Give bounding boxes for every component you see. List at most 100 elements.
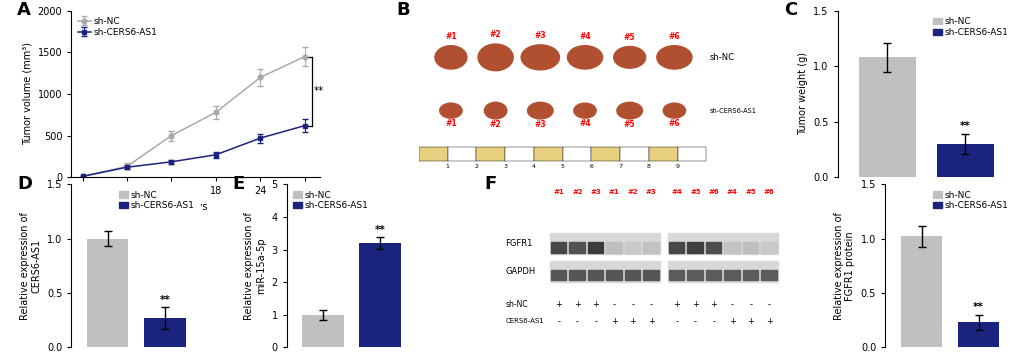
Ellipse shape [439, 103, 462, 118]
Text: #6: #6 [708, 189, 718, 195]
Text: #1: #1 [608, 189, 620, 195]
Text: -: - [631, 300, 634, 309]
Bar [687, 270, 702, 280]
Text: +: + [647, 317, 654, 326]
Text: #5: #5 [624, 33, 635, 42]
Text: +: + [629, 317, 636, 326]
Legend: sh-NC, sh-CERS6-AS1: sh-NC, sh-CERS6-AS1 [930, 15, 1010, 39]
Bar [677, 147, 705, 160]
Text: E: E [232, 175, 245, 193]
Bar [900, 237, 942, 347]
Text: #6: #6 [667, 32, 680, 41]
Bar [562, 147, 591, 160]
Text: **: ** [314, 86, 324, 96]
Text: -: - [749, 300, 751, 309]
Bar [643, 242, 658, 253]
Text: 7: 7 [618, 164, 622, 169]
Bar [742, 270, 757, 280]
Text: FGFR1: FGFR1 [504, 240, 532, 248]
Bar [605, 270, 622, 280]
Text: -: - [730, 300, 733, 309]
Bar [858, 57, 915, 177]
Text: -: - [711, 317, 714, 326]
Text: 9: 9 [675, 164, 679, 169]
Bar [549, 261, 659, 282]
Text: #6: #6 [667, 120, 680, 129]
Text: +: + [729, 317, 735, 326]
Ellipse shape [662, 103, 685, 118]
Bar [549, 233, 659, 255]
Ellipse shape [656, 46, 691, 69]
Legend: sh-NC, sh-CERS6-AS1: sh-NC, sh-CERS6-AS1 [291, 189, 370, 212]
Y-axis label: Relative expression of
miR-15a-5p: Relative expression of miR-15a-5p [245, 212, 266, 320]
X-axis label: Days: Days [183, 202, 208, 212]
Text: **: ** [159, 295, 170, 305]
Bar [760, 242, 775, 253]
Bar [302, 315, 343, 347]
Text: sh-NC: sh-NC [709, 53, 734, 62]
Text: +: + [691, 300, 698, 309]
Bar [742, 242, 757, 253]
Legend: sh-NC, sh-CERS6-AS1: sh-NC, sh-CERS6-AS1 [930, 189, 1010, 212]
Bar [760, 270, 775, 280]
Ellipse shape [484, 102, 506, 119]
Text: -: - [675, 317, 678, 326]
Text: #3: #3 [645, 189, 656, 195]
Text: #2: #2 [572, 189, 582, 195]
Text: CERS6-AS1: CERS6-AS1 [504, 318, 543, 324]
Ellipse shape [478, 44, 513, 71]
Text: #3: #3 [534, 31, 545, 40]
Text: #4: #4 [727, 189, 737, 195]
Text: A: A [16, 1, 31, 19]
Text: +: + [610, 317, 618, 326]
Y-axis label: Tumor volume (mm³): Tumor volume (mm³) [22, 43, 33, 145]
Text: -: - [767, 300, 770, 309]
Text: +: + [710, 300, 716, 309]
Bar [591, 147, 620, 160]
Text: 1: 1 [445, 164, 449, 169]
Bar [504, 147, 533, 160]
Ellipse shape [613, 47, 645, 68]
Text: #3: #3 [534, 120, 545, 129]
Ellipse shape [574, 103, 595, 118]
Text: -: - [649, 300, 652, 309]
Bar [668, 270, 684, 280]
Text: #1: #1 [444, 120, 457, 129]
Bar [687, 242, 702, 253]
Text: #4: #4 [579, 32, 590, 41]
Text: #5: #5 [690, 189, 700, 195]
Bar [723, 270, 739, 280]
Text: +: + [765, 317, 771, 326]
Text: 5: 5 [560, 164, 565, 169]
Bar [587, 270, 602, 280]
Text: -: - [612, 300, 615, 309]
Text: B: B [396, 1, 410, 19]
Text: F: F [484, 175, 496, 193]
Text: 8: 8 [646, 164, 650, 169]
Text: #5: #5 [624, 120, 635, 129]
Text: -: - [557, 317, 560, 326]
Text: sh-NC: sh-NC [504, 300, 528, 309]
Bar [447, 147, 476, 160]
Ellipse shape [521, 45, 558, 70]
Bar [605, 242, 622, 253]
Text: +: + [555, 300, 561, 309]
Text: D: D [17, 175, 32, 193]
Text: sh-CERS6-AS1: sh-CERS6-AS1 [709, 108, 756, 113]
Text: 3: 3 [502, 164, 506, 169]
Bar [648, 147, 677, 160]
Text: #4: #4 [671, 189, 682, 195]
Ellipse shape [434, 46, 467, 69]
Bar [624, 242, 640, 253]
Bar [569, 242, 584, 253]
Bar [419, 147, 447, 160]
Ellipse shape [616, 102, 642, 119]
Text: C: C [784, 1, 797, 19]
Legend: sh-NC, sh-CERS6-AS1: sh-NC, sh-CERS6-AS1 [75, 15, 160, 39]
Text: +: + [673, 300, 680, 309]
Bar [705, 270, 720, 280]
Bar [667, 261, 777, 282]
Text: #3: #3 [590, 189, 600, 195]
Text: **: ** [959, 121, 970, 131]
Bar [87, 239, 128, 347]
